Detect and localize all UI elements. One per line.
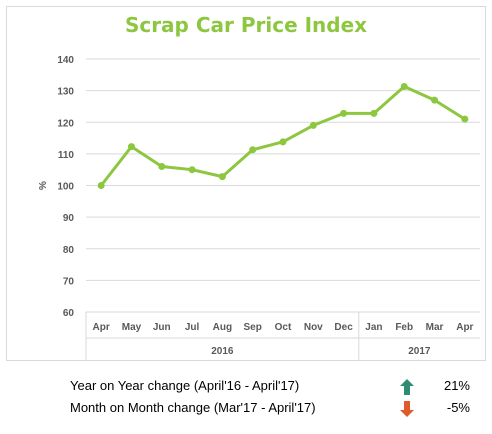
x-tick-label: Jul bbox=[185, 322, 200, 333]
y-tick-label: 80 bbox=[63, 245, 75, 256]
chart-frame bbox=[6, 6, 486, 361]
y-tick-label: 70 bbox=[63, 276, 75, 287]
x-tick-label: Apr bbox=[456, 322, 473, 333]
x-tick-label: Jun bbox=[153, 322, 171, 333]
x-tick-label: Apr bbox=[93, 322, 110, 333]
y-tick-label: 90 bbox=[63, 213, 75, 224]
y-tick-label: 140 bbox=[57, 55, 74, 66]
x-tick-label: Nov bbox=[304, 322, 323, 333]
x-tick-label: Oct bbox=[275, 322, 292, 333]
data-point bbox=[127, 143, 135, 151]
y-axis-label: % bbox=[38, 181, 49, 190]
gridlines bbox=[86, 58, 480, 313]
data-point bbox=[340, 109, 348, 117]
x-tick-label: Dec bbox=[334, 322, 353, 333]
data-point bbox=[218, 173, 226, 181]
y-tick-label: 60 bbox=[63, 308, 75, 319]
y-axis-ticks: 60 70 80 90 100 110 120 130 140 bbox=[57, 55, 74, 319]
x-tick-label: Sep bbox=[244, 322, 262, 333]
series-line bbox=[99, 85, 466, 187]
yoy-row: Year on Year change (April'16 - April'17… bbox=[70, 378, 470, 396]
y-tick-label: 120 bbox=[57, 118, 74, 129]
x-tick-label: Feb bbox=[395, 322, 413, 333]
data-point bbox=[158, 163, 166, 171]
x-tick-label: Mar bbox=[426, 322, 444, 333]
data-point bbox=[279, 138, 287, 146]
chart-title: Scrap Car Price Index bbox=[125, 13, 367, 37]
y-tick-label: 100 bbox=[57, 182, 74, 193]
data-point bbox=[188, 166, 196, 174]
x-tick-label: Jan bbox=[365, 322, 382, 333]
x-group-label: 2017 bbox=[408, 346, 431, 357]
mom-label: Month on Month change (Mar'17 - April'17… bbox=[70, 400, 316, 415]
mom-row: Month on Month change (Mar'17 - April'17… bbox=[70, 400, 470, 418]
yoy-value: 21% bbox=[443, 378, 470, 393]
x-group-label: 2016 bbox=[211, 346, 234, 357]
line-chart: Scrap Car Price Index 60 70 80 90 100 110 120 1… bbox=[38, 13, 480, 361]
data-point bbox=[249, 146, 257, 154]
x-tick-label: May bbox=[122, 322, 142, 333]
down-arrow-icon bbox=[400, 401, 414, 417]
up-arrow-icon bbox=[400, 379, 414, 395]
series-layer bbox=[97, 83, 469, 189]
mom-value: -5% bbox=[446, 400, 470, 415]
x-tick-label: Aug bbox=[213, 322, 232, 333]
data-point bbox=[431, 96, 439, 104]
summary-panel: Year on Year change (April'16 - April'17… bbox=[70, 378, 470, 418]
y-tick-label: 130 bbox=[57, 87, 74, 98]
data-point bbox=[400, 83, 408, 91]
data-point bbox=[97, 182, 105, 189]
data-point bbox=[461, 115, 469, 123]
y-tick-label: 110 bbox=[58, 150, 75, 161]
x-axis: Apr May Jun Jul Aug Sep Oct Nov Dec Jan Feb Mar Apr 2… bbox=[85, 312, 480, 361]
data-point bbox=[370, 109, 378, 117]
data-point bbox=[309, 121, 317, 129]
yoy-label: Year on Year change (April'16 - April'17… bbox=[70, 378, 300, 393]
